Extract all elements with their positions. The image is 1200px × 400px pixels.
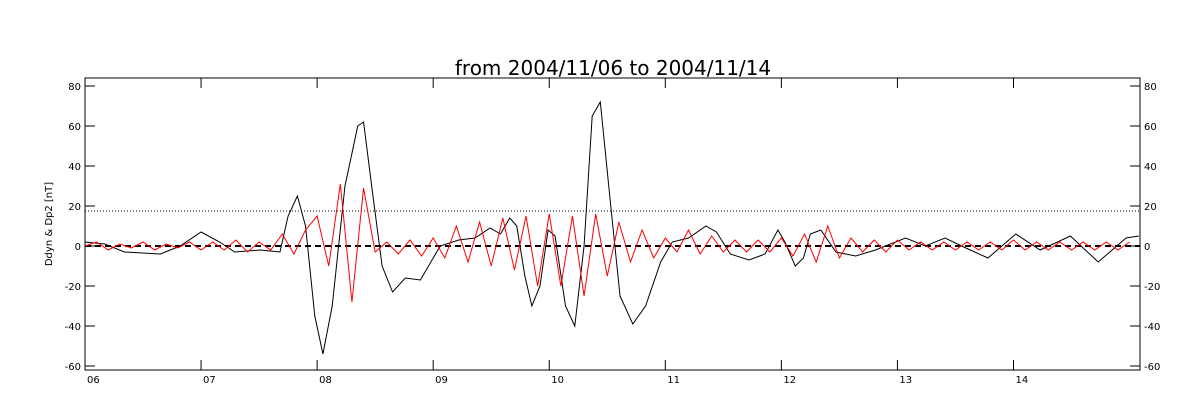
y2-tick-label: 0 bbox=[1144, 242, 1150, 253]
x-tick-label: 07 bbox=[203, 375, 216, 386]
x-tick-label: 13 bbox=[899, 375, 912, 386]
y-tick-label: 40 bbox=[68, 162, 81, 173]
x-tick-label: 11 bbox=[667, 375, 680, 386]
x-tick-label: 10 bbox=[551, 375, 564, 386]
y2-tick-label: 80 bbox=[1144, 82, 1157, 93]
y2-tick-label: 20 bbox=[1144, 202, 1157, 213]
x-tick-label: 08 bbox=[319, 375, 332, 386]
y-axis-label: Ddyn & Dp2 [nT] bbox=[44, 182, 55, 266]
y-tick-label: -20 bbox=[65, 282, 81, 293]
y-tick-label: 20 bbox=[68, 202, 81, 213]
plot-frame bbox=[84, 77, 1141, 371]
series-line bbox=[84, 183, 1130, 303]
series-line bbox=[84, 100, 1139, 355]
y2-tick-label: -40 bbox=[1144, 322, 1160, 333]
y2-tick-label: 60 bbox=[1144, 122, 1157, 133]
x-tick-label: 12 bbox=[783, 375, 796, 386]
y2-tick-label: -20 bbox=[1144, 282, 1160, 293]
y-tick-label: 80 bbox=[68, 82, 81, 93]
y-tick-label: -60 bbox=[65, 362, 81, 373]
y-tick-label: 60 bbox=[68, 122, 81, 133]
x-tick-label: 06 bbox=[87, 375, 100, 386]
chart-title: from 2004/11/06 to 2004/11/14 bbox=[455, 56, 771, 80]
y2-tick-label: -60 bbox=[1144, 362, 1160, 373]
y-tick-label: 0 bbox=[75, 242, 81, 253]
x-tick-label: 09 bbox=[435, 375, 448, 386]
y2-tick-label: 40 bbox=[1144, 162, 1157, 173]
x-tick-label: 14 bbox=[1015, 375, 1028, 386]
y-tick-label: -40 bbox=[65, 322, 81, 333]
